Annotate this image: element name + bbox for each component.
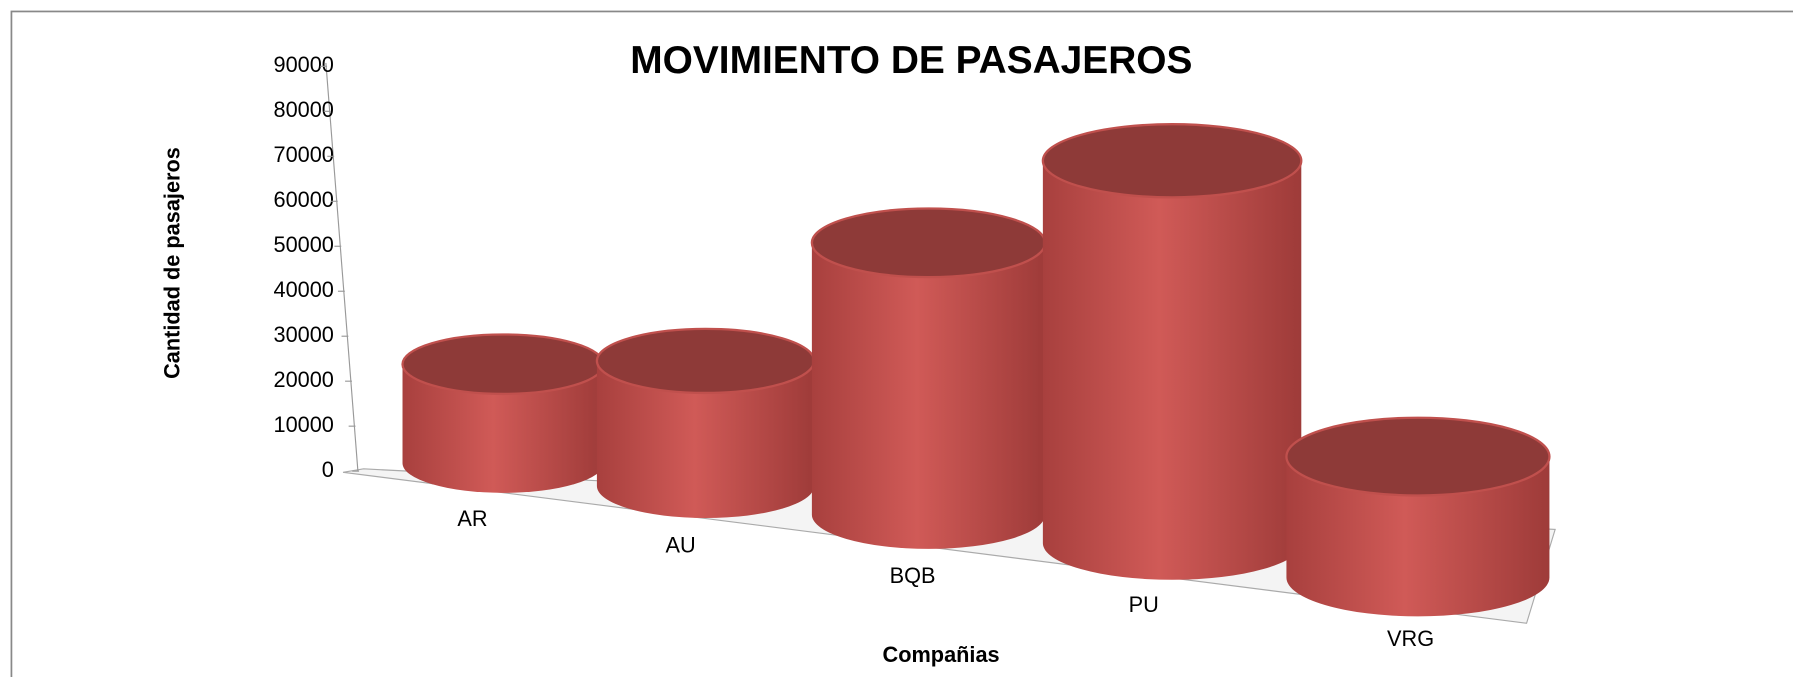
y-axis-title: Cantidad de pasajeros <box>160 147 185 379</box>
x-tick-label: AU <box>666 532 696 557</box>
cylinder-top <box>1285 416 1551 497</box>
y-tick-label: 50000 <box>273 232 333 257</box>
cylinder-body <box>1286 456 1550 617</box>
x-tick-label: VRG <box>1387 626 1434 651</box>
y-tick-label: 70000 <box>273 142 333 167</box>
y-tick-label: 0 <box>322 457 334 482</box>
cylinder-top <box>595 327 816 395</box>
y-tick-label: 20000 <box>273 367 333 392</box>
y-tick-label: 10000 <box>273 412 333 437</box>
cylinder-body <box>811 242 1046 549</box>
cylinder-body <box>1042 160 1302 580</box>
y-tick-label: 40000 <box>273 277 333 302</box>
y-tick-label: 90000 <box>273 52 333 77</box>
cylinder-top <box>1041 123 1303 199</box>
cylinder-body <box>596 360 815 519</box>
y-axis <box>325 62 359 472</box>
x-axis-title: Compañias <box>883 642 1000 667</box>
y-tick-label: 60000 <box>273 187 333 212</box>
y-tick-label: 80000 <box>273 97 333 122</box>
chart-title: MOVIMIENTO DE PASAJEROS <box>630 39 1192 82</box>
cylinder-top <box>810 207 1047 279</box>
cylinder-top <box>401 333 605 396</box>
x-tick-label: BQB <box>890 563 936 588</box>
cylinder-body <box>402 364 604 493</box>
x-tick-label: AR <box>457 506 487 531</box>
y-tick-label: 30000 <box>273 322 333 347</box>
x-tick-label: PU <box>1129 592 1159 617</box>
